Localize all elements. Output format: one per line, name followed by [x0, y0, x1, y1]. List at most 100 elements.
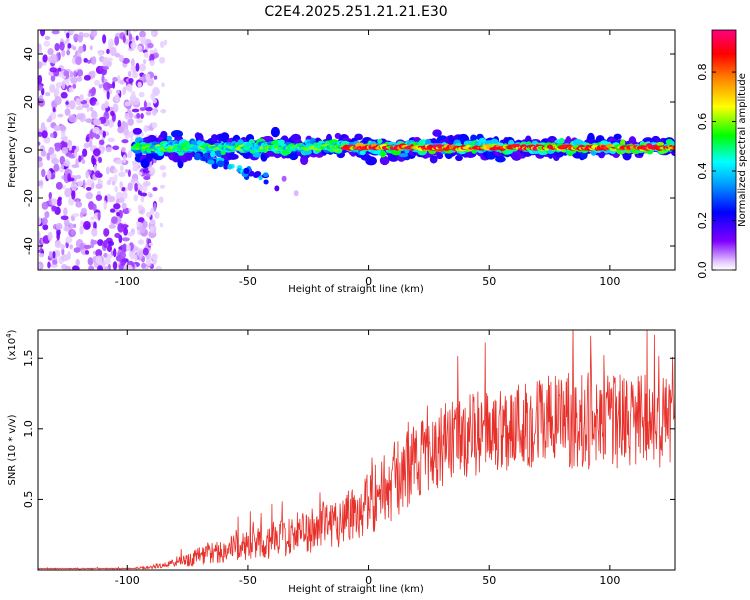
spectrogram-noise-blob [53, 125, 61, 131]
spectrogram-noise-blob [151, 30, 155, 37]
spectrogram-noise-blob [79, 93, 84, 102]
spectrogram-noise-blob [85, 182, 92, 186]
spectrogram-signal-cell [572, 139, 583, 146]
spectrogram-signal-cell [132, 127, 142, 135]
spectrogram-noise-blob [139, 30, 146, 38]
snr-scale-close: ) [7, 329, 18, 333]
spectrogram-noise-blob [60, 215, 69, 221]
spectrogram-noise-blob [140, 112, 144, 120]
spectrogram-noise-blob [38, 156, 43, 163]
spectrogram-noise-blob [137, 45, 143, 51]
snr-series-line [38, 330, 675, 570]
spectrogram-noise-blob [118, 54, 124, 63]
spectrogram-streak-cell [254, 170, 262, 177]
spectrogram-noise-blob [77, 35, 83, 43]
colorbar-tick-label: 0.4 [696, 162, 709, 180]
spectrogram-signal-cell [398, 153, 409, 158]
spectrogram-signal-cell [532, 149, 541, 154]
spectrogram-noise-blob [125, 244, 131, 252]
spectrogram-noise-blob [103, 200, 107, 210]
spectrogram-noise-blob [72, 265, 80, 270]
spectrogram-noise-blob [68, 177, 75, 182]
spectrogram-noise-blob [153, 202, 157, 212]
spectrogram-noise-blob [54, 241, 62, 249]
spectrogram-noise-blob [50, 74, 56, 82]
spectrogram-noise-blob [38, 131, 43, 137]
spectrogram-noise-blob [75, 105, 84, 111]
spectrogram-noise-blob [97, 265, 104, 270]
snr-x-ticks: -100 -50 0 50 100 [115, 330, 620, 587]
spectrogram-noise-blob [48, 115, 52, 123]
spectrogram-noise-blob [122, 154, 127, 164]
spectrogram-noise-blob [68, 87, 74, 93]
spectrogram-noise-blob [90, 30, 98, 38]
spectrogram-noise-blob [42, 224, 49, 231]
spectrogram-noise-blob [54, 144, 61, 152]
spectrogram-signal-cell [470, 134, 477, 142]
spectrogram-signal-cell [429, 155, 438, 164]
spectrogram-noise-blob [119, 79, 125, 85]
spectrogram-streak-cell [216, 160, 225, 168]
spectrogram-signal-cell [277, 139, 285, 145]
snr-y-tick-label: 1.0 [22, 420, 35, 438]
spectrogram-noise-blob [124, 101, 131, 107]
spectrogram-noise-blob [95, 249, 103, 257]
spectrogram-noise-blob [97, 239, 104, 247]
spectrogram-noise-blob [135, 62, 140, 72]
snr-y-axis-label: SNR (10 * v/v) [7, 414, 18, 485]
spectrogram-signal-cell [288, 150, 299, 161]
spectrogram-noise-blob [69, 244, 74, 250]
colorbar-label: Normalized spectral amplitude [737, 73, 748, 227]
spectrogram-noise-blob [102, 81, 111, 91]
spectrogram-noise-blob [61, 49, 66, 58]
spectrogram-signal-cell [211, 134, 218, 142]
spectrogram-noise-blob [63, 70, 70, 77]
spectrogram-noise-blob [149, 60, 155, 67]
spectrogram-noise-blob [123, 227, 129, 236]
spectrogram-noise-blob [159, 56, 166, 64]
spectrogram-noise-blob [111, 216, 118, 224]
spectrogram-noise-blob [52, 107, 56, 112]
colorbar-ticks: 0.0 0.2 0.4 0.6 0.8 [696, 63, 736, 279]
spectrogram-noise-blob [92, 126, 100, 134]
spectrogram-noise-blob [89, 106, 94, 112]
spectrogram-noise-blob [102, 65, 110, 70]
spectrogram-noise-blob [121, 237, 130, 242]
spectrogram-noise-blob [47, 48, 54, 56]
spectrogram-noise-blob [48, 146, 55, 156]
spectrogram-noise-blob [72, 83, 77, 89]
spectrogram-noise-blob [127, 150, 133, 158]
spectrogram-noise-blob [129, 94, 137, 102]
spectrogram-noise-blob [159, 222, 164, 228]
spectrogram-noise-blob [114, 94, 120, 103]
spectrogram-noise-blob [140, 39, 146, 45]
spectrogram-x-tick-label: -100 [115, 275, 140, 288]
spectrogram-noise-blob [68, 114, 77, 123]
spectrogram-noise-blob [108, 195, 116, 203]
spectrogram-noise-blob [83, 244, 92, 249]
spectrogram-noise-blob [65, 101, 69, 105]
spectrogram-noise-blob [161, 108, 166, 114]
snr-marks [38, 330, 675, 570]
spectrogram-noise-blob [124, 169, 129, 173]
spectrogram-streak-cell [243, 167, 250, 174]
spectrogram-noise-blob [114, 36, 120, 46]
spectrogram-noise-blob [71, 180, 77, 185]
spectrogram-noise-blob [75, 258, 80, 267]
spectrogram-noise-blob [129, 131, 134, 138]
spectrogram-noise-blob [57, 67, 62, 72]
spectrogram-noise-blob [136, 112, 141, 119]
spectrogram-noise-blob [91, 98, 96, 106]
spectrogram-streak-cell [207, 159, 215, 165]
spectrogram-x-tick-label: 0 [365, 275, 372, 288]
spectrogram-noise-blob [137, 204, 143, 212]
spectrogram-noise-blob [46, 152, 51, 161]
spectrogram-noise-blob [153, 48, 158, 54]
spectrogram-noise-blob [145, 106, 153, 112]
spectrogram-noise-blob [154, 211, 160, 219]
spectrogram-noise-blob [85, 186, 92, 191]
spectrogram-noise-blob [46, 170, 52, 180]
spectrogram-noise-blob [73, 33, 79, 42]
spectrogram-noise-blob [93, 163, 97, 173]
spectrogram-noise-blob [144, 266, 149, 270]
